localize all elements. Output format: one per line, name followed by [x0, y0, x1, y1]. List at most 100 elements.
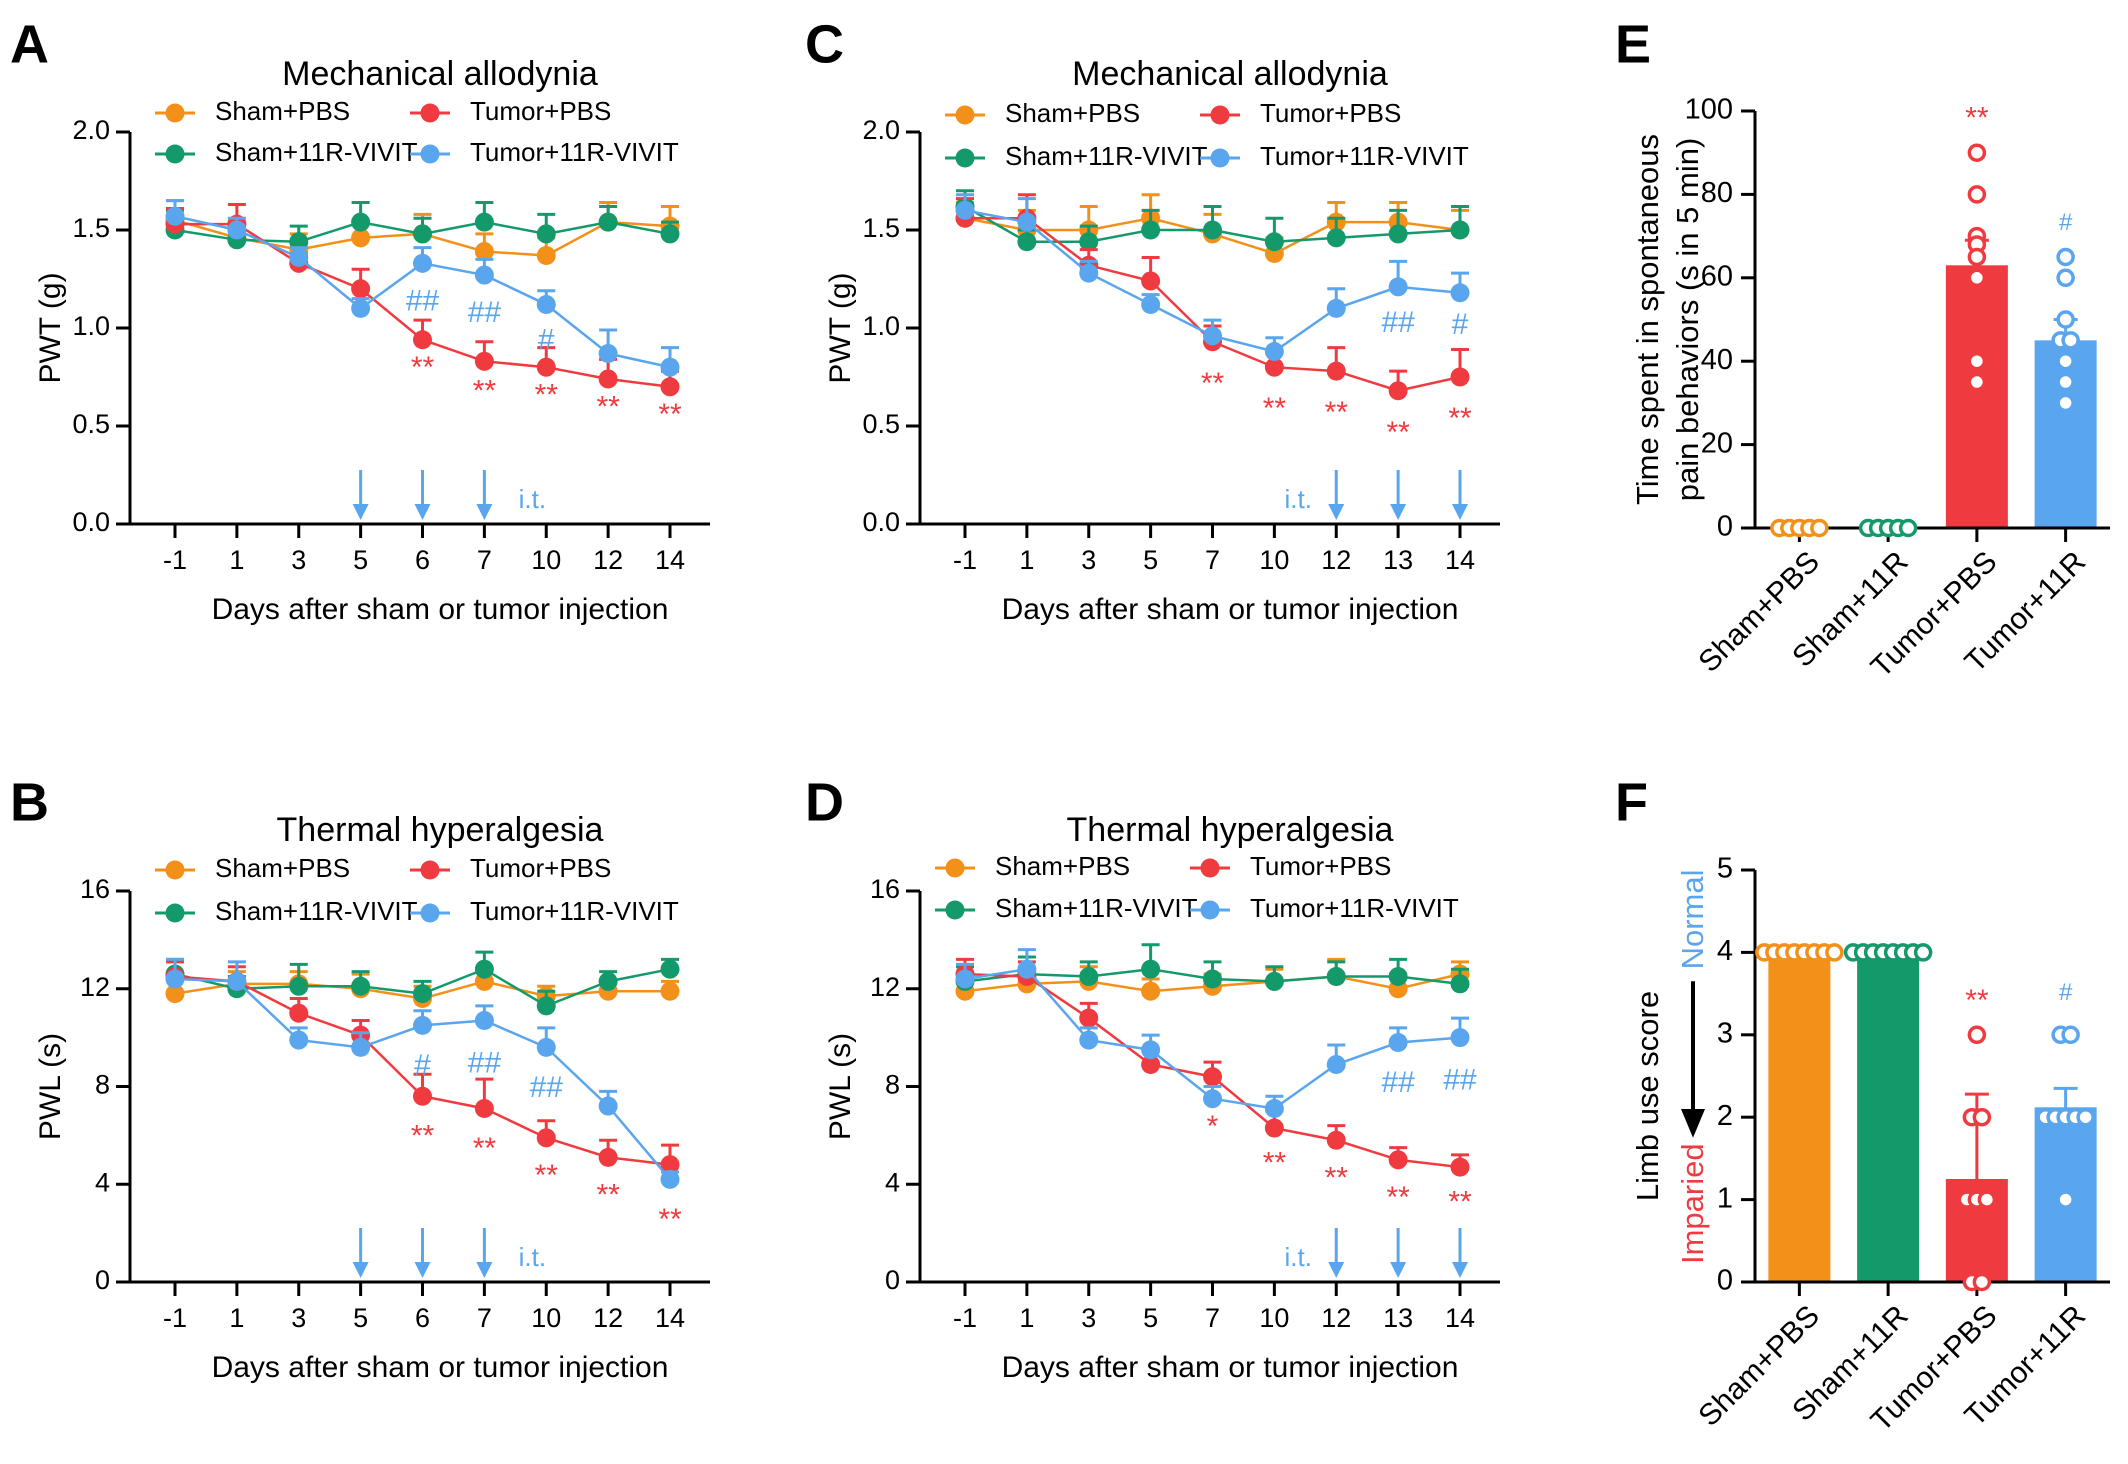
- panel-e-data-point: [1967, 185, 1987, 204]
- panel-b-data-point: [536, 1128, 556, 1148]
- panel-a-significance-mark: ##: [468, 296, 502, 329]
- panel-a-data-point: [598, 212, 618, 232]
- panel-a-x-tick-label: 10: [531, 545, 561, 575]
- panel-d-data-point: [1264, 1098, 1284, 1118]
- panel-b-data-point: [413, 1015, 432, 1035]
- panel-b-y-tick-label: 16: [80, 874, 110, 904]
- panel-d-data-point: [1079, 1008, 1099, 1028]
- panel-f-y-tick-label: 4: [1717, 935, 1733, 967]
- panel-b-x-tick-label: -1: [163, 1303, 187, 1333]
- panel-f-y-tick-label: 5: [1717, 853, 1733, 885]
- panel-a-data-point: [351, 228, 371, 248]
- panel-c-x-tick-label: 14: [1445, 545, 1475, 575]
- panel-e-bar: [1945, 265, 2008, 528]
- panel-c-data-point: [1450, 220, 1470, 240]
- panel-a-significance-mark: **: [535, 379, 559, 412]
- panel-a-x-tick-label: 12: [593, 545, 623, 575]
- panel-d-y-tick-label: 12: [870, 972, 900, 1002]
- panel-c-legend-marker: [1210, 105, 1230, 125]
- panel-d-x-tick-label: 3: [1081, 1303, 1096, 1333]
- panel-b-legend-marker: [165, 860, 185, 880]
- panel-c-data-point: [1017, 232, 1037, 252]
- panel-c-data-point: [1203, 326, 1222, 346]
- panel-b-data-point: [536, 1037, 556, 1057]
- panel-c-legend-marker: [955, 105, 975, 125]
- panel-b-data-point: [165, 984, 185, 1004]
- panel-d-data-point: [1450, 1157, 1470, 1177]
- panel-c-data-point: [1079, 232, 1099, 252]
- panel-e-data-point: [2056, 372, 2075, 392]
- panel-d-legend-label: Tumor+PBS: [1250, 851, 1391, 881]
- panel-b-legend-marker: [420, 860, 440, 880]
- panel-a-data-point: [536, 357, 556, 377]
- panel-a-legend-label: Sham+PBS: [215, 96, 350, 126]
- panel-d-significance-mark: **: [1386, 1181, 1410, 1214]
- panel-d-data-point: [1141, 981, 1161, 1001]
- panel-f-data-point: [2061, 1025, 2080, 1045]
- panel-b-x-tick-label: 6: [415, 1303, 430, 1333]
- panel-a-y-tick-label: 1.0: [72, 311, 110, 341]
- panel-a-y-tick-label: 1.5: [72, 213, 110, 243]
- panel-b-data-point: [598, 1147, 618, 1167]
- panel-c-injection-arrowhead: [1328, 504, 1345, 520]
- panel-b-data-point: [598, 1096, 618, 1116]
- panel-e-data-point: [2056, 351, 2075, 371]
- panel-c-significance-mark: **: [1201, 367, 1225, 400]
- panel-b-significance-mark: **: [411, 1120, 435, 1153]
- panel-b-data-point: [474, 959, 494, 979]
- panel-d-legend-label: Sham+11R-VIVIT: [995, 893, 1198, 923]
- panel-c-significance-mark: ##: [1381, 306, 1415, 339]
- panel-b-data-point: [474, 1098, 494, 1118]
- panel-a-legend-marker: [420, 144, 440, 164]
- panel-c-data-point: [1326, 361, 1346, 381]
- panel-e-data-point: [1967, 143, 1987, 162]
- panel-a-significance-mark: **: [473, 375, 497, 408]
- panel-d-significance-mark: **: [1325, 1161, 1349, 1194]
- panel-b-data-point: [660, 959, 680, 979]
- panel-f-significance-mark: **: [1965, 984, 1989, 1017]
- panel-f-significance-mark: #: [2059, 979, 2073, 1006]
- panel-d-data-point: [1326, 967, 1346, 987]
- panel-b-injection-arrowhead: [476, 1262, 493, 1278]
- panel-d-significance-mark: **: [1448, 1186, 1472, 1219]
- panel-a-data-point: [474, 265, 494, 285]
- panel-b-legend-label: Sham+PBS: [215, 853, 350, 883]
- panel-c-x-tick-label: 10: [1259, 545, 1289, 575]
- panel-a-y-label: PWT (g): [34, 272, 67, 383]
- panel-c-data-point: [1264, 232, 1284, 252]
- panel-c-data-point: [1326, 228, 1346, 248]
- panel-c-significance-mark: **: [1448, 402, 1472, 435]
- panel-a-data-point: [165, 206, 185, 226]
- panel-b-x-tick-label: 3: [291, 1303, 306, 1333]
- panel-f-y-tick-label: 3: [1717, 1017, 1733, 1049]
- panel-b-data-point: [598, 971, 618, 991]
- panel-c-y-tick-label: 0.0: [862, 507, 900, 537]
- panel-b-data-point: [660, 1169, 680, 1189]
- panel-b-x-tick-label: 1: [229, 1303, 244, 1333]
- panel-d-legend-marker: [1200, 858, 1220, 878]
- panel-d-y-tick-label: 8: [885, 1070, 900, 1100]
- panel-c-data-point: [1141, 271, 1161, 291]
- panel-d-y-tick-label: 16: [870, 874, 900, 904]
- panel-e-y-tick-label: 80: [1701, 177, 1733, 209]
- panel-a-y-tick-label: 2.0: [72, 115, 110, 145]
- panel-d-x-tick-label: -1: [953, 1303, 977, 1333]
- panel-f-label: F: [1615, 772, 1648, 832]
- panel-e-data-point: [1967, 372, 1987, 392]
- panel-a-x-label: Days after sham or tumor injection: [212, 593, 669, 626]
- panel-e-y-tick-label: 40: [1701, 344, 1733, 376]
- panel-f-y-tick-label: 0: [1717, 1265, 1733, 1297]
- panel-e-data-point: [2056, 310, 2075, 329]
- panel-f-data-point: [1977, 1190, 1997, 1209]
- panel-e-y-label: pain behaviors (s in 5 min): [1670, 138, 1705, 502]
- panel-c-data-point: [1017, 212, 1037, 232]
- panel-d-data-point: [1264, 971, 1284, 991]
- panel-a-data-point: [536, 224, 556, 244]
- panel-d-x-label: Days after sham or tumor injection: [1002, 1351, 1459, 1384]
- panel-d-data-point: [1326, 1055, 1346, 1075]
- panel-e-data-point: [1967, 247, 1987, 267]
- panel-b-data-point: [227, 971, 247, 991]
- panel-b-y-label: PWL (s): [34, 1033, 67, 1140]
- panel-d-data-point: [1203, 1067, 1222, 1087]
- panel-c-legend-marker: [955, 148, 975, 168]
